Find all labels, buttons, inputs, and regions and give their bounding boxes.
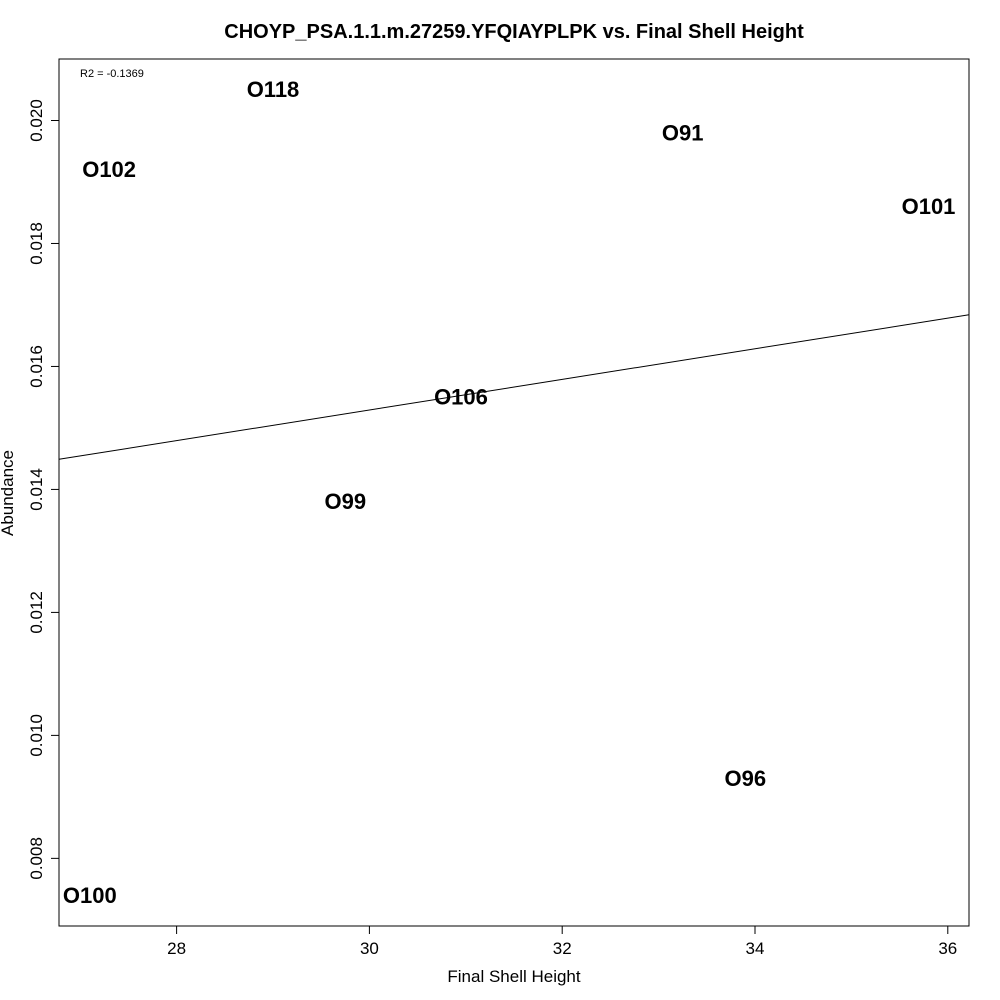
point-label-o99: O99: [325, 489, 367, 514]
y-axis: 0.008 0.010 0.012 0.014 0.016 0.018 0.020: [27, 99, 60, 880]
x-tick-label: 34: [746, 939, 765, 958]
x-axis-label: Final Shell Height: [447, 967, 581, 986]
y-axis-label: Abundance: [0, 450, 17, 536]
point-label-o96: O96: [725, 766, 767, 791]
x-tick-label: 32: [553, 939, 572, 958]
x-tick-label: 36: [938, 939, 957, 958]
point-label-o91: O91: [662, 120, 704, 145]
point-label-o118: O118: [247, 77, 300, 102]
y-tick-label: 0.008: [27, 837, 46, 880]
point-label-o106: O106: [434, 385, 488, 410]
x-tick-label: 30: [360, 939, 379, 958]
y-tick-label: 0.010: [27, 714, 46, 757]
chart-title: CHOYP_PSA.1.1.m.27259.YFQIAYPLPK vs. Fin…: [224, 21, 804, 43]
x-tick-label: 28: [167, 939, 186, 958]
y-tick-label: 0.016: [27, 345, 46, 388]
data-points: O118 O91 O102 O101 O106 O99 O96 O100: [63, 77, 955, 908]
y-tick-label: 0.018: [27, 222, 46, 265]
y-tick-label: 0.012: [27, 591, 46, 634]
plot-frame: [58, 58, 970, 927]
y-tick-label: 0.020: [27, 99, 46, 142]
point-label-o100: O100: [63, 883, 117, 908]
point-label-o102: O102: [82, 157, 136, 182]
regression-line: [58, 314, 970, 460]
y-tick-label: 0.014: [27, 468, 46, 511]
x-axis: 28 30 32 34 36: [167, 925, 957, 958]
r2-annotation: R2 = -0.1369: [80, 68, 144, 80]
point-label-o101: O101: [902, 194, 956, 219]
